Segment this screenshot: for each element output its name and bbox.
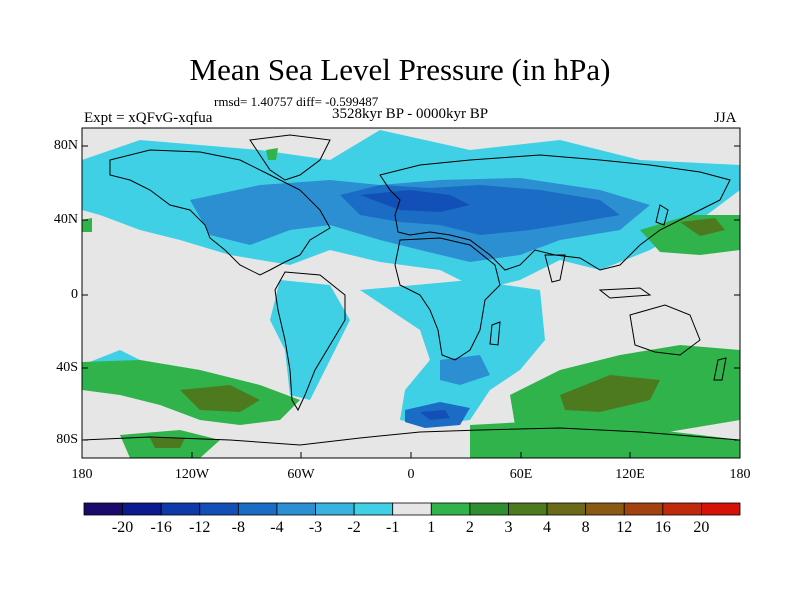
map-panel bbox=[82, 128, 740, 458]
colorbar-label: -8 bbox=[231, 519, 245, 536]
ytick-label: 80N bbox=[53, 138, 78, 153]
colorbar-label: 20 bbox=[693, 519, 710, 536]
anomaly-region-olive-antarctic-west bbox=[150, 438, 185, 448]
anomaly-region-dark-blue-antarctic bbox=[420, 410, 450, 420]
colorbar-swatch bbox=[662, 502, 702, 516]
anomaly-region-darkest-blue bbox=[360, 190, 470, 212]
xtick-label: 120W bbox=[174, 467, 210, 482]
colorbar-swatch bbox=[585, 502, 625, 516]
coast-india bbox=[544, 254, 566, 283]
ytick-label: 40N bbox=[53, 212, 78, 227]
xtick-label: 180 bbox=[71, 467, 93, 482]
map-title: Mean Sea Level Pressure (in hPa) bbox=[189, 52, 611, 87]
coast-africa bbox=[394, 237, 501, 361]
coast-europe-asia bbox=[379, 154, 731, 271]
xtick-label: 60W bbox=[287, 467, 315, 482]
ytick-label: 80S bbox=[56, 432, 78, 447]
colorbar-swatch bbox=[430, 502, 471, 516]
colorbar-swatch bbox=[546, 502, 587, 516]
anomaly-region-olive-indian-ocean bbox=[560, 375, 660, 412]
colorbar-swatch bbox=[83, 502, 123, 516]
experiment-label: Expt = xQFvG-xqfua bbox=[84, 110, 213, 126]
axis-tick-marks bbox=[81, 145, 741, 458]
anomaly-region-green-greenland bbox=[266, 148, 278, 160]
colorbar bbox=[83, 502, 741, 516]
anomaly-region-green-west-edge bbox=[82, 218, 92, 232]
colorbar-swatch bbox=[315, 502, 355, 516]
ytick-label: 40S bbox=[56, 360, 78, 375]
xtick-label: 180 bbox=[729, 467, 751, 482]
colorbar-swatch bbox=[623, 502, 664, 516]
coastlines bbox=[82, 134, 740, 446]
coast-australia bbox=[629, 304, 701, 356]
anomaly-region-olive-north-pacific bbox=[680, 218, 725, 236]
coast-north-america bbox=[109, 149, 331, 276]
colorbar-label: 8 bbox=[581, 519, 590, 536]
colorbar-label: 3 bbox=[504, 519, 513, 536]
colorbar-label: 16 bbox=[654, 519, 671, 536]
coast-madagascar bbox=[489, 321, 501, 346]
colorbar-swatch bbox=[469, 502, 509, 516]
colorbar-swatch bbox=[160, 502, 201, 516]
colorbar-label: -4 bbox=[270, 519, 284, 536]
ytick-label: 0 bbox=[71, 287, 78, 302]
anomaly-region-green-antarctic-east bbox=[470, 420, 740, 458]
colorbar-label: -1 bbox=[386, 519, 400, 536]
colorbar-swatch bbox=[276, 502, 316, 516]
colorbar-label: -16 bbox=[150, 519, 172, 536]
anomaly-region-olive-south-pacific bbox=[180, 385, 260, 412]
colorbar-swatch bbox=[122, 502, 162, 516]
coast-indonesia bbox=[598, 287, 652, 299]
colorbar-label: 12 bbox=[616, 519, 633, 536]
season-label: JJA bbox=[714, 110, 737, 126]
xtick-label: 120E bbox=[615, 467, 645, 482]
colorbar-swatch bbox=[353, 502, 394, 516]
colorbar-label: 1 bbox=[427, 519, 436, 536]
colorbar-label: 2 bbox=[465, 519, 474, 536]
stats-line: rmsd= 1.40757 diff= -0.599487 bbox=[214, 94, 379, 109]
anomaly-region-cyan-atlantic bbox=[360, 280, 545, 425]
colorbar-swatch bbox=[199, 502, 239, 516]
anomaly-region-blue-south-atlantic bbox=[440, 355, 490, 385]
colorbar-swatch bbox=[701, 502, 741, 516]
coast-new-zealand bbox=[713, 357, 727, 381]
colorbar-swatch bbox=[392, 502, 432, 516]
xtick-label: 60E bbox=[509, 467, 533, 482]
coast-antarctica bbox=[82, 427, 740, 446]
colorbar-label: -2 bbox=[347, 519, 361, 536]
colorbar-label: -3 bbox=[308, 519, 323, 536]
colorbar-label: -20 bbox=[111, 519, 134, 536]
coast-japan bbox=[655, 204, 669, 226]
colorbar-swatch bbox=[508, 502, 548, 516]
period-label: 3528kyr BP - 0000kyr BP bbox=[331, 106, 489, 122]
coast-south-america bbox=[274, 271, 346, 412]
coast-greenland bbox=[249, 134, 331, 181]
xtick-label: 0 bbox=[407, 467, 415, 482]
colorbar-swatch bbox=[237, 502, 278, 516]
colorbar-label: 4 bbox=[543, 519, 552, 536]
colorbar-label: -12 bbox=[189, 519, 211, 536]
